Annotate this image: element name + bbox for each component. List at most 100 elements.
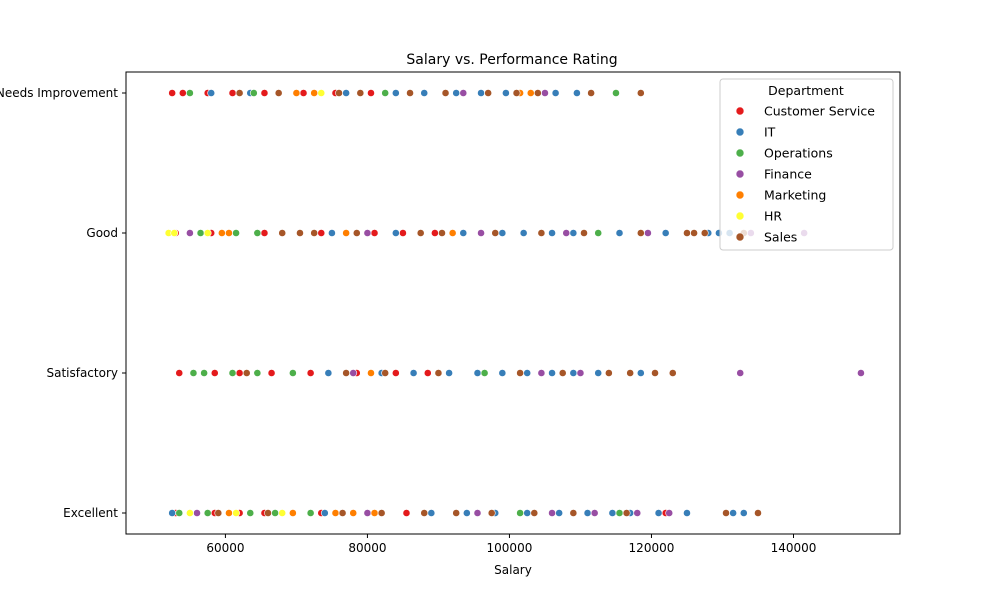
data-point	[594, 229, 603, 237]
data-point	[246, 509, 255, 517]
data-point	[170, 229, 179, 237]
data-point	[292, 89, 301, 97]
legend-title: Department	[768, 83, 844, 98]
x-axis: 60000 80000 100000 120000 140000	[206, 534, 816, 555]
data-point	[438, 229, 446, 237]
data-point	[690, 229, 698, 237]
data-point	[278, 229, 287, 237]
data-point	[370, 509, 379, 517]
data-point	[338, 509, 347, 517]
data-point	[622, 509, 631, 517]
data-point	[548, 509, 556, 517]
data-point	[512, 89, 521, 97]
y-tick-label: Good	[86, 226, 118, 240]
data-point	[367, 369, 375, 377]
data-point	[349, 509, 358, 517]
data-point	[228, 89, 237, 97]
data-point	[501, 89, 510, 97]
data-point	[739, 509, 748, 517]
data-point	[530, 509, 539, 517]
data-point	[264, 509, 272, 517]
data-point	[186, 89, 194, 97]
data-point	[391, 229, 400, 237]
data-point	[459, 89, 468, 97]
data-point	[473, 369, 482, 377]
data-point	[612, 89, 620, 97]
data-point	[487, 509, 496, 517]
data-point	[523, 369, 532, 377]
data-point	[225, 229, 233, 237]
data-point	[491, 229, 500, 237]
data-point	[391, 89, 400, 97]
data-point	[700, 229, 709, 237]
data-point	[498, 369, 507, 377]
data-point	[722, 509, 730, 517]
data-point	[427, 509, 436, 517]
data-point	[168, 509, 177, 517]
data-point	[342, 369, 351, 377]
series-sales	[214, 89, 762, 517]
data-point	[193, 509, 201, 517]
data-point	[242, 369, 251, 377]
data-point	[203, 229, 212, 237]
data-point	[278, 509, 287, 517]
x-tick-label: 120000	[629, 541, 675, 555]
data-point	[626, 369, 635, 377]
data-point	[381, 369, 390, 377]
data-point	[253, 229, 262, 237]
data-point	[537, 369, 546, 377]
data-point	[391, 369, 400, 377]
data-point	[558, 369, 567, 377]
data-point	[310, 229, 319, 237]
data-point	[473, 509, 482, 517]
data-point	[519, 229, 528, 237]
data-point	[516, 509, 525, 517]
data-point	[484, 89, 493, 97]
data-point	[207, 89, 216, 97]
data-point	[729, 509, 738, 517]
data-point	[420, 509, 429, 517]
data-point	[342, 89, 351, 97]
data-point	[580, 229, 588, 237]
data-point	[267, 369, 276, 377]
data-point	[665, 509, 674, 517]
data-point	[370, 229, 379, 237]
data-point	[363, 509, 372, 517]
data-point	[420, 89, 429, 97]
data-point	[526, 89, 535, 97]
legend: Department Customer Service IT Operations F…	[719, 78, 894, 251]
data-point	[452, 89, 461, 97]
y-tick-label: Needs Improvement	[0, 86, 118, 100]
data-point	[228, 369, 237, 377]
x-tick-label: 80000	[348, 541, 386, 555]
data-point	[260, 89, 269, 97]
data-point	[537, 229, 546, 237]
data-point	[253, 369, 262, 377]
data-point	[225, 509, 233, 517]
data-point	[615, 509, 624, 517]
series-customer-service	[168, 89, 670, 517]
data-point	[377, 509, 386, 517]
legend-marker	[735, 106, 745, 116]
data-point	[299, 89, 308, 97]
legend-frame	[719, 78, 894, 251]
data-point	[296, 229, 304, 237]
legend-label: Marketing	[764, 188, 826, 203]
data-point	[288, 369, 297, 377]
legend-marker	[735, 211, 745, 221]
data-point	[498, 229, 507, 237]
data-point	[232, 229, 240, 237]
data-point	[569, 369, 578, 377]
series-hr	[164, 89, 326, 517]
data-point	[235, 369, 244, 377]
data-point	[562, 229, 571, 237]
data-point	[615, 229, 624, 237]
data-point	[186, 229, 194, 237]
data-point	[636, 369, 645, 377]
legend-marker	[735, 169, 745, 179]
x-tick-label: 140000	[771, 541, 817, 555]
data-point	[317, 229, 326, 237]
x-axis-label: Salary	[494, 563, 532, 577]
data-point	[310, 89, 319, 97]
